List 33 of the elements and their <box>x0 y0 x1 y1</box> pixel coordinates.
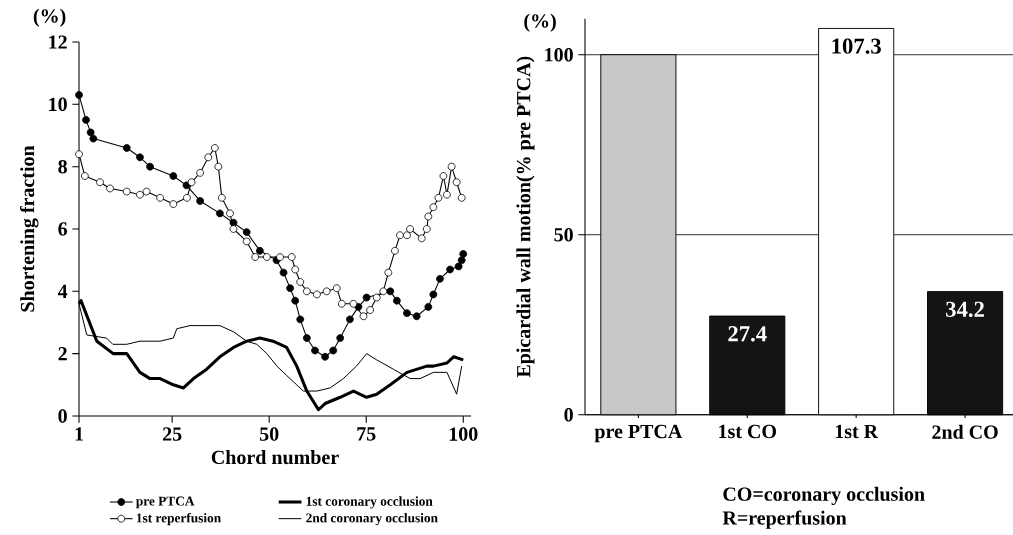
y-tick-label: 12 <box>49 35 67 49</box>
y-tick-label: 6 <box>58 222 68 236</box>
x-tick-label: 100 <box>449 427 478 441</box>
legend-label: 2nd coronary occlusion <box>306 513 438 526</box>
data-label: 107.3 <box>832 38 881 54</box>
y-tick-label: 100 <box>545 47 573 62</box>
y-tick-label: 50 <box>554 227 573 242</box>
y-tick-label: 8 <box>58 159 67 174</box>
y-tick-label: 2 <box>58 347 67 361</box>
y-tick-label: 10 <box>49 97 67 112</box>
text: CO=coronary occlusion <box>723 486 925 505</box>
y-tick-label: 4 <box>57 284 68 298</box>
text: R=reperfusion <box>722 510 847 529</box>
legend-label: 1st reperfusion <box>136 512 221 526</box>
legend-label: pre PTCA <box>136 496 195 509</box>
x-tick-label: 1st CO <box>719 424 776 439</box>
y-axis-title: Shortening fraction <box>19 145 39 312</box>
x-tick-label: 2nd CO <box>932 424 998 439</box>
y-tick-label: 0 <box>58 409 67 423</box>
text: (%) <box>524 13 556 32</box>
x-axis-title: Chord number <box>211 450 339 465</box>
text: (%) <box>33 8 66 27</box>
x-tick-label: 1 <box>75 427 83 441</box>
y-tick-label: 0 <box>564 407 573 422</box>
legend-label: 1st coronary occlusion <box>306 496 433 509</box>
x-tick-label: 25 <box>163 427 182 441</box>
x-tick-label: pre PTCA <box>594 424 683 443</box>
data-label: 27.4 <box>728 326 767 342</box>
x-tick-label: 75 <box>357 427 376 441</box>
data-label: 34.2 <box>946 301 984 317</box>
y-axis-title: Epicardial wall motion(% pre PTCA) <box>516 56 535 378</box>
x-tick-label: 1st R <box>835 424 879 439</box>
x-tick-label: 50 <box>259 427 279 441</box>
